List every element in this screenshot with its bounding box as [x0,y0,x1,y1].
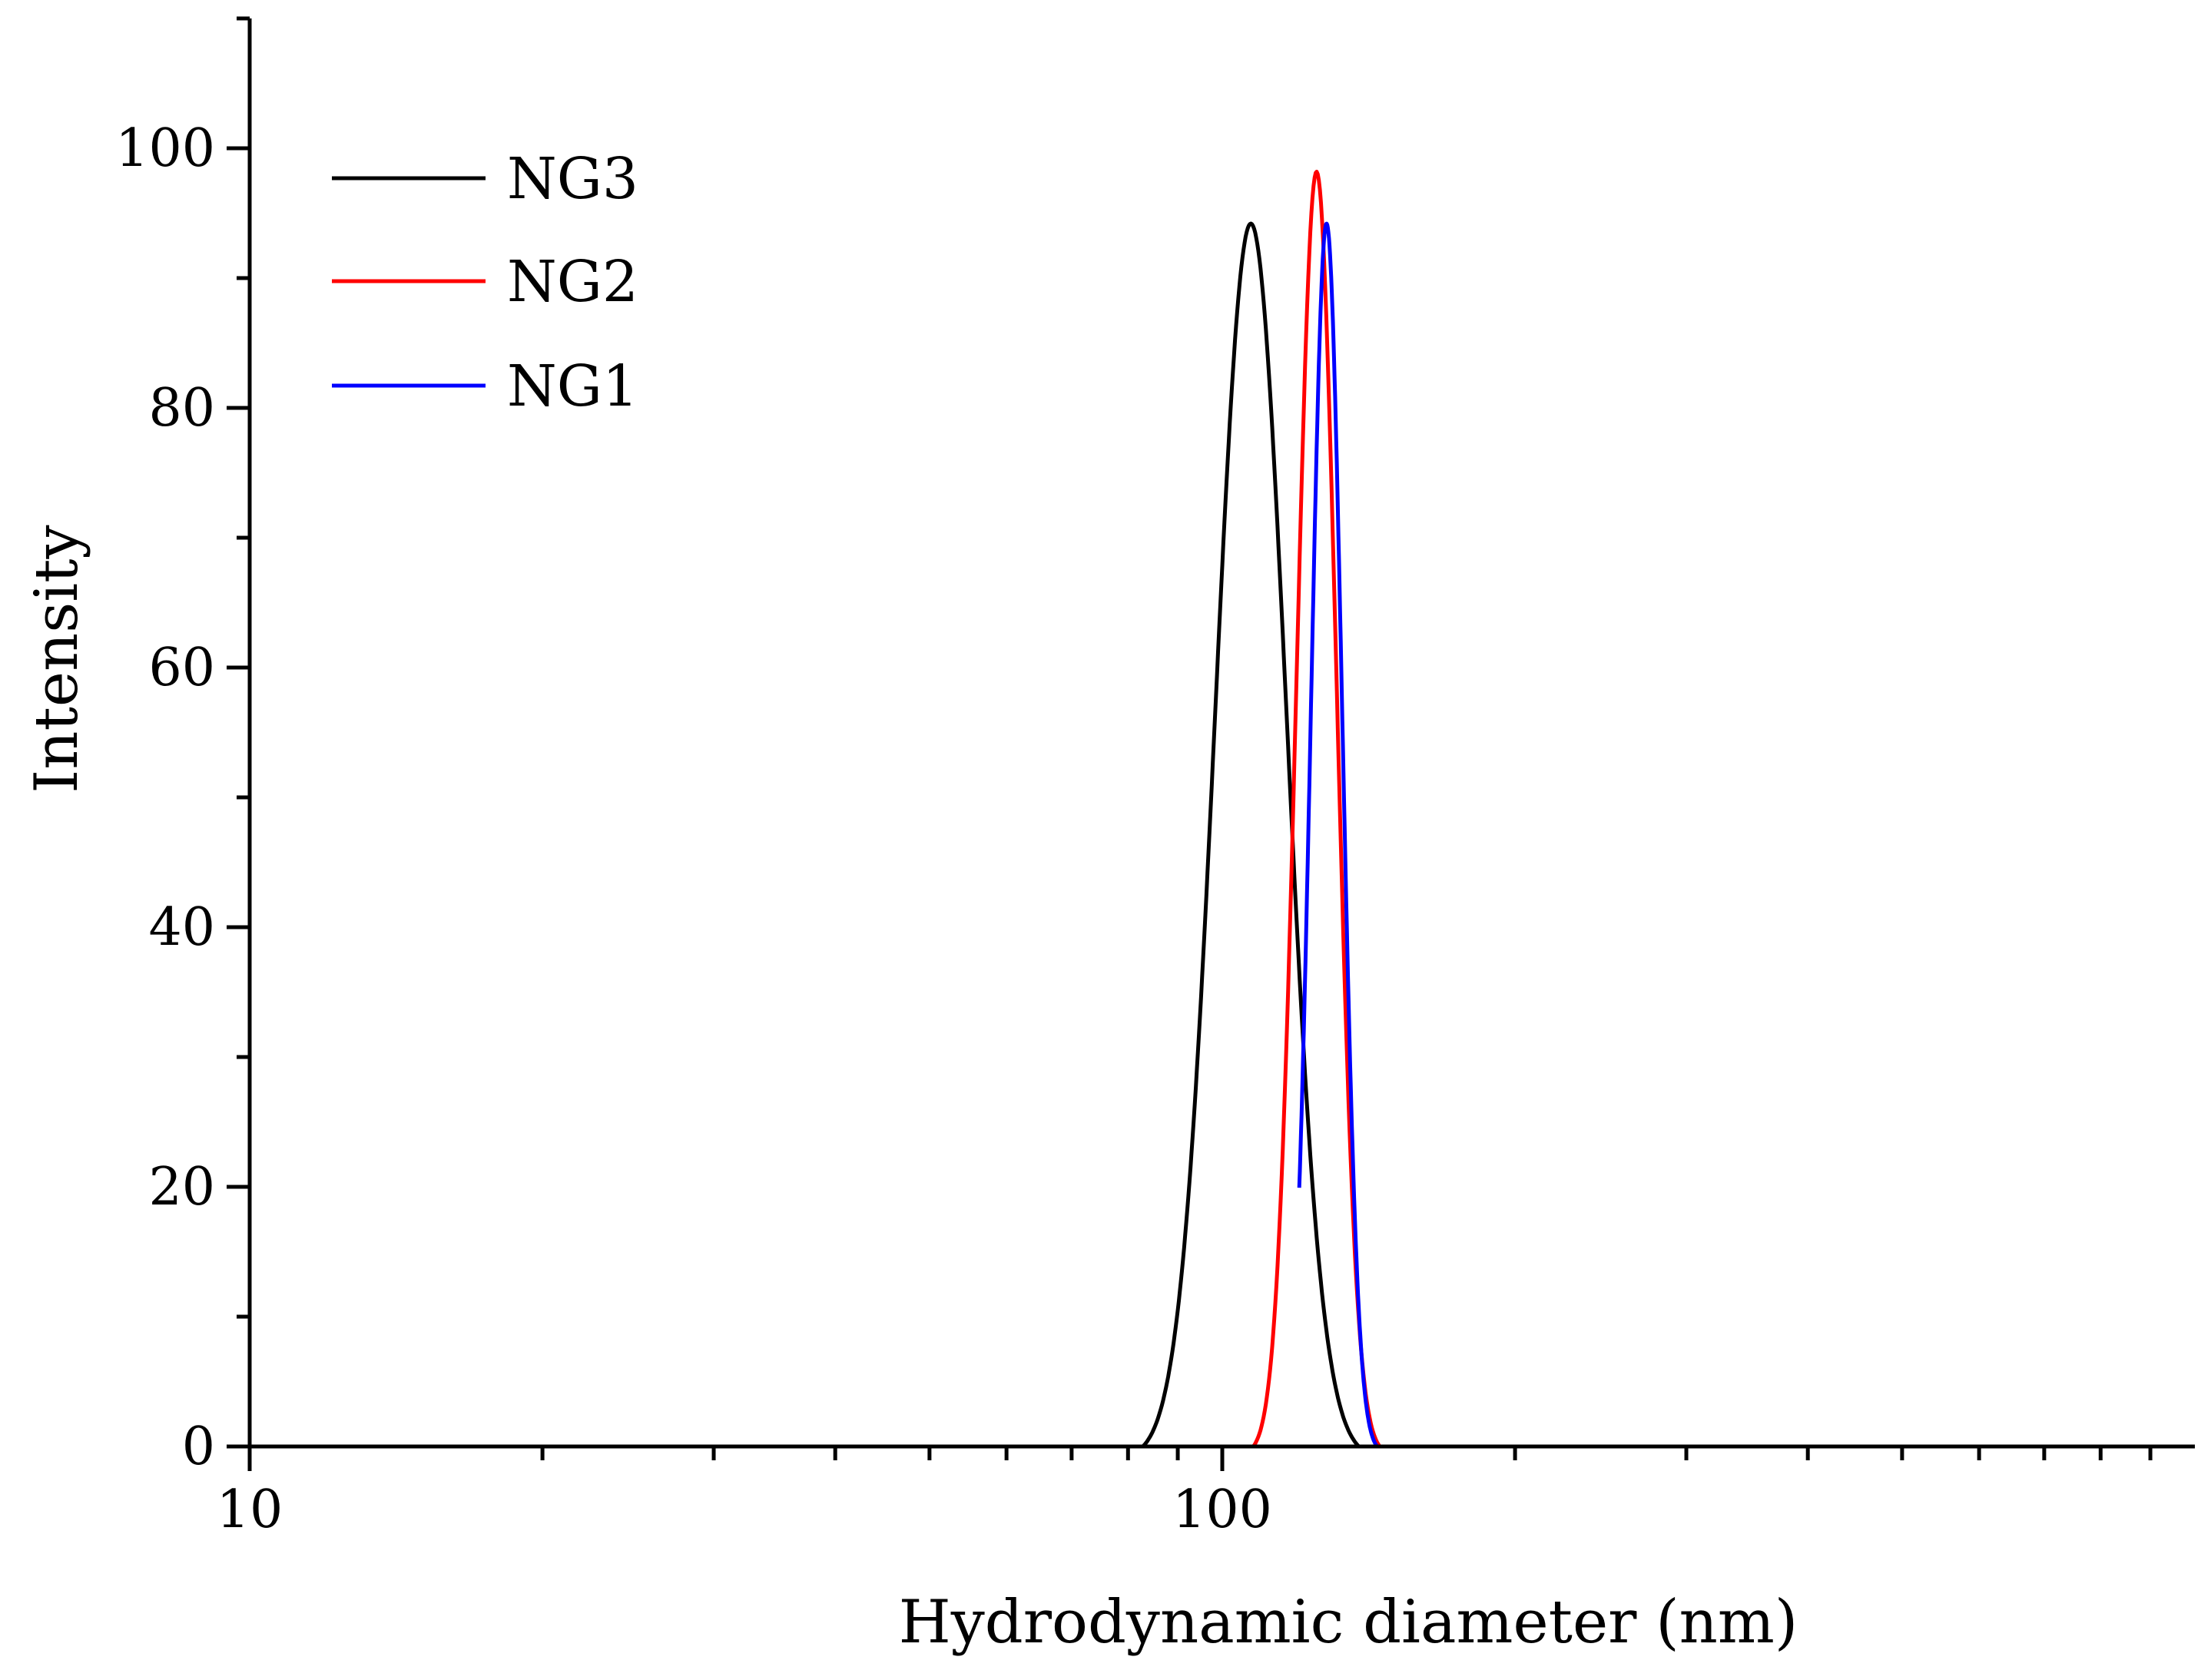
y-tick-label: 60 [148,638,215,698]
x-tick-label: 100 [1172,1480,1272,1540]
x-axis-title: Hydrodynamic diameter (nm) [899,1588,1798,1657]
x-tick-label: 10 [217,1480,283,1540]
axes-layer [247,18,2195,1449]
series-line-ng2 [497,170,2196,1449]
y-tick-label: 0 [182,1417,215,1477]
legend-item-ng1: NG1 [332,353,638,419]
ticks-layer [227,16,2153,1471]
series-layer [497,170,2196,1449]
legend: NG3 NG2 NG1 [332,146,638,419]
y-tick-label: 20 [148,1157,215,1218]
y-axis-title: Intensity [22,525,91,793]
labels-layer: 0 20 40 60 80 100 10 100 Hydrodynamic diameter (… [22,118,1798,1657]
y-tick-label: 40 [148,897,215,958]
legend-label: NG1 [507,353,638,419]
y-tick-label: 80 [148,378,215,439]
series-line-ng1 [1297,221,2196,1449]
legend-item-ng3: NG3 [332,146,638,212]
legend-item-ng2: NG2 [332,249,638,315]
legend-label: NG3 [507,146,638,212]
y-tick-label: 100 [115,118,215,179]
legend-label: NG2 [507,249,638,315]
